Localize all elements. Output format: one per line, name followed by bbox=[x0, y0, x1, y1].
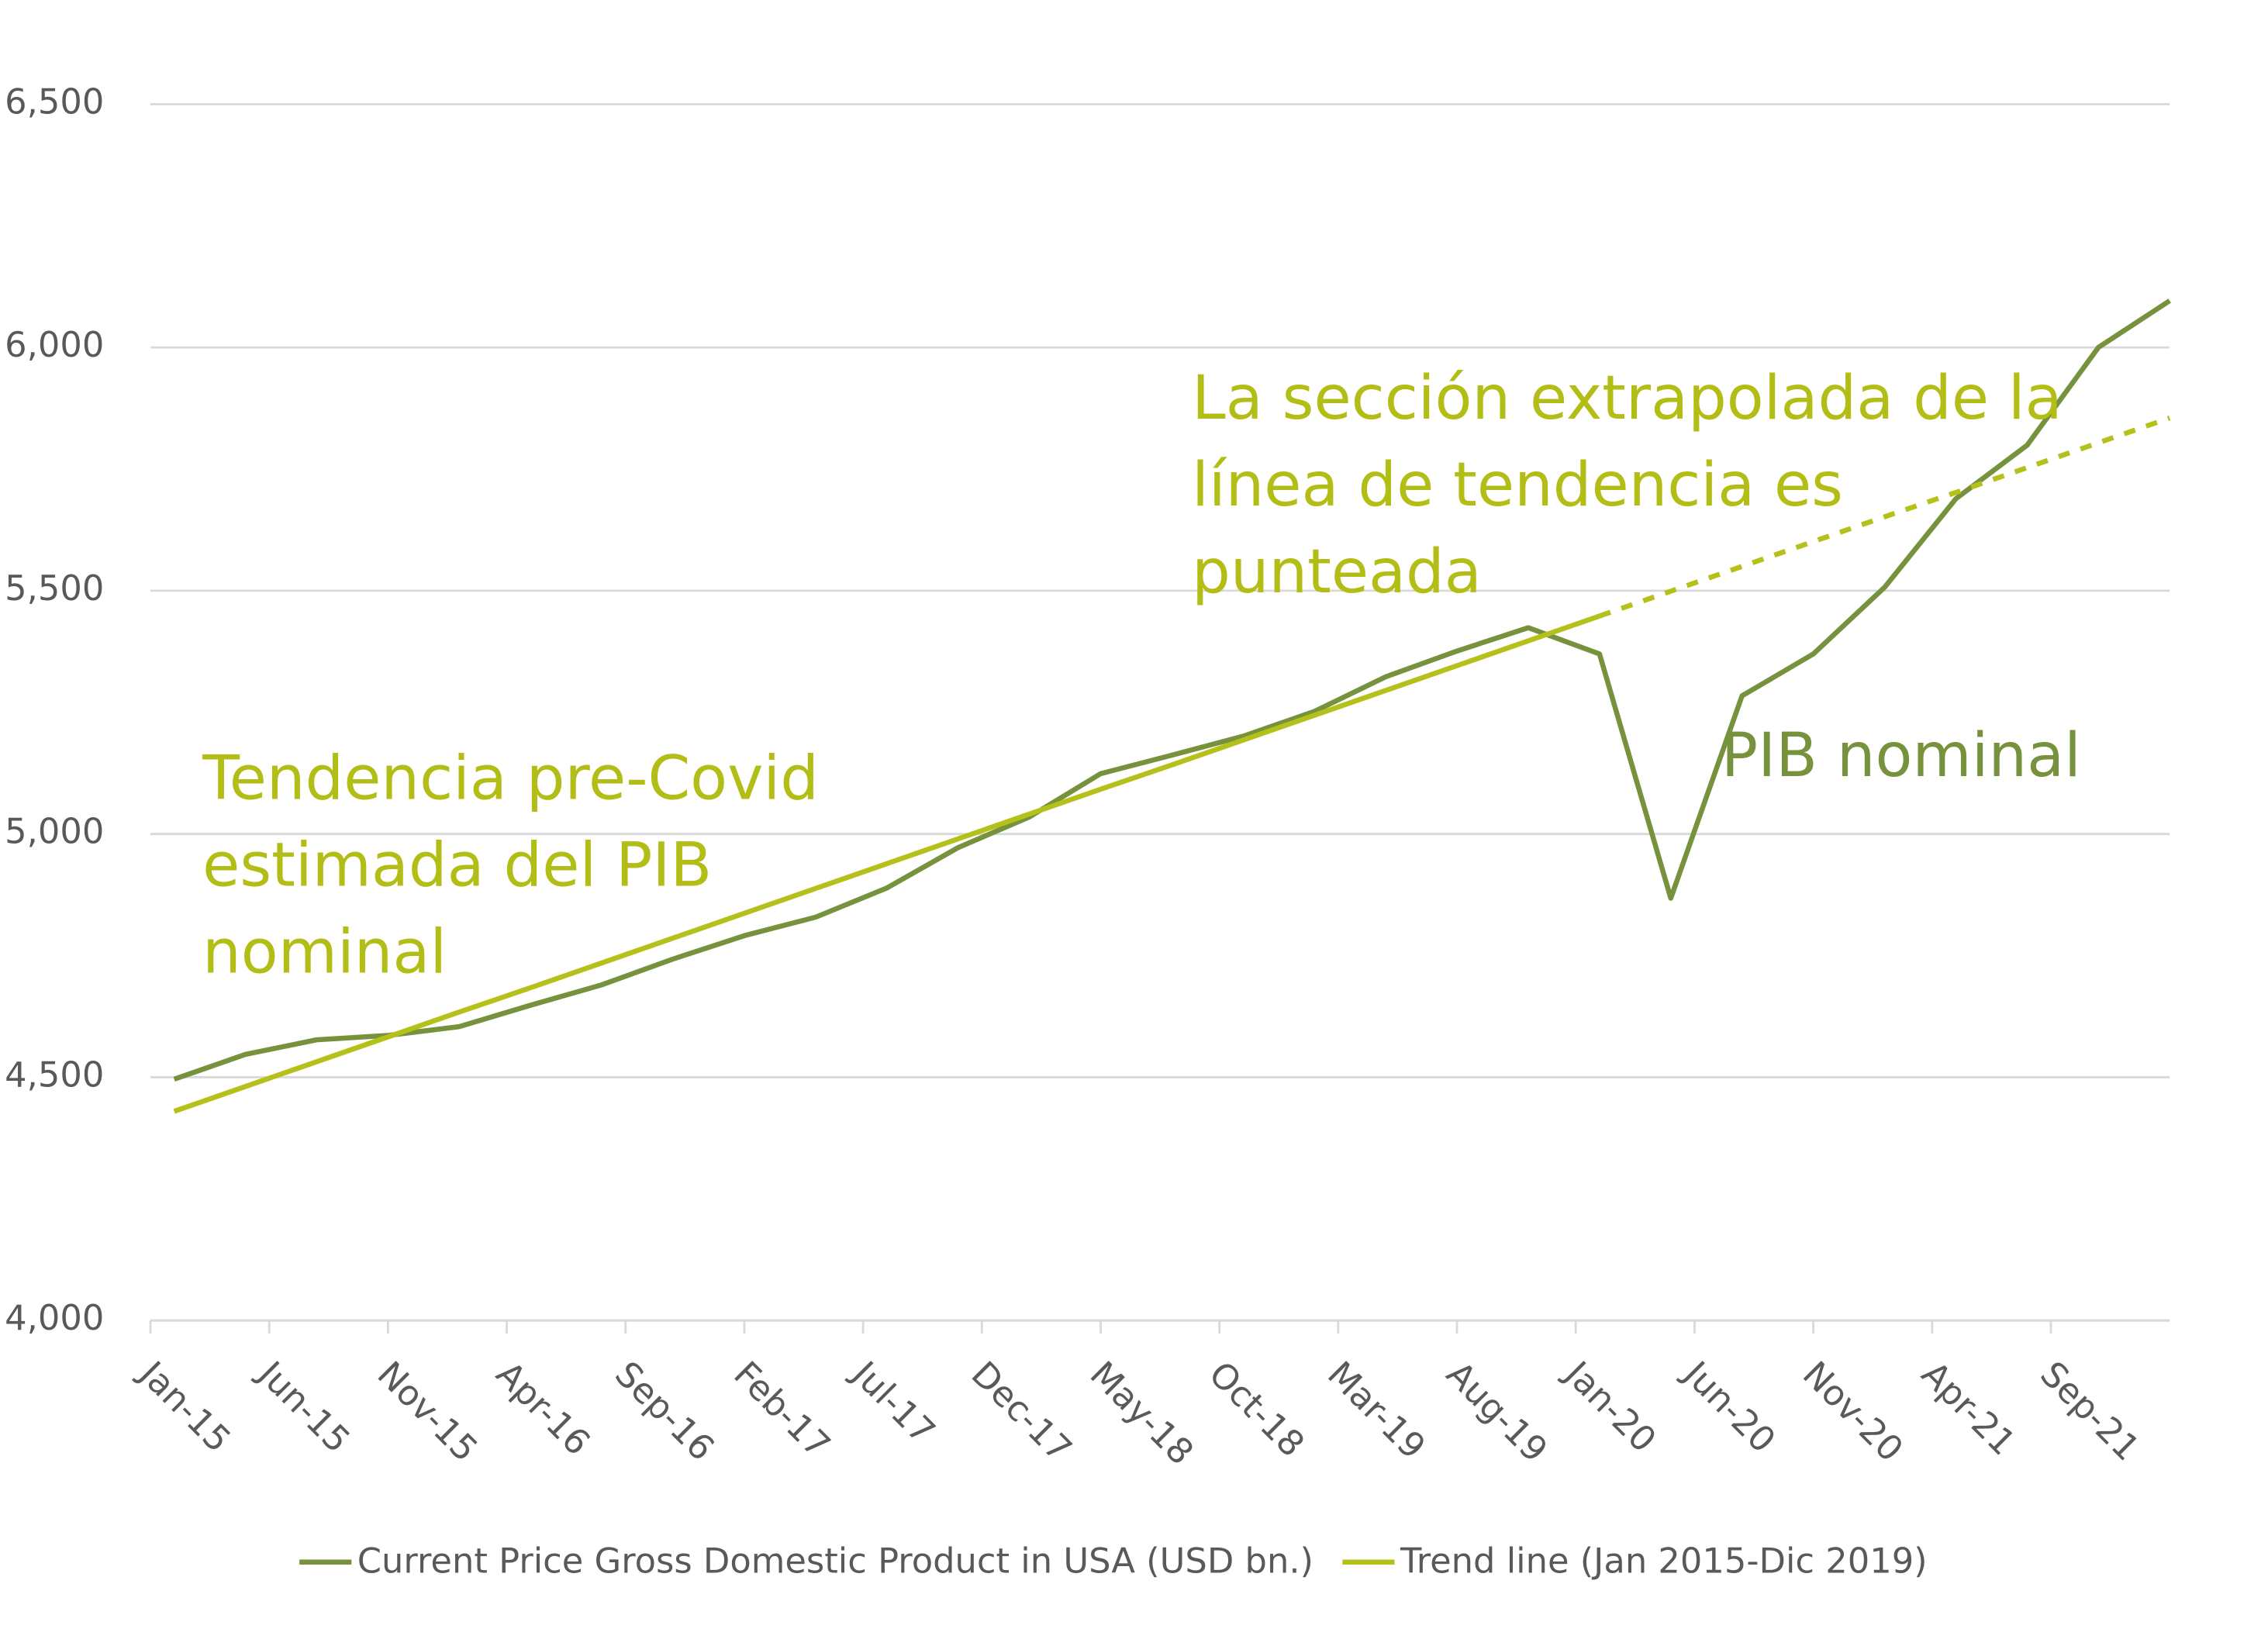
y-tick-label: 5,500 bbox=[5, 568, 104, 609]
y-tick-label: 4,500 bbox=[5, 1054, 104, 1095]
x-tick-label: Sep-16 bbox=[607, 1353, 723, 1468]
x-tick-label: May-18 bbox=[1082, 1353, 1202, 1472]
series-line bbox=[173, 613, 1600, 1114]
annotation: nominal bbox=[202, 917, 447, 988]
x-tick-label: Mar-19 bbox=[1320, 1353, 1434, 1467]
trend-line-extrapolated bbox=[1598, 416, 2171, 619]
annotation: Tendencia pre-Covid bbox=[202, 744, 819, 814]
series-line bbox=[173, 298, 2171, 1082]
x-tick-label: Dec-17 bbox=[964, 1353, 1080, 1469]
annotation: estimada del PIB bbox=[202, 830, 712, 901]
x-tick-label: Apr-16 bbox=[488, 1353, 599, 1463]
legend: Current Price Gross Domestic Product in … bbox=[299, 1541, 1928, 1582]
y-tick-label: 6,500 bbox=[5, 81, 104, 122]
x-tick-label: Oct-18 bbox=[1201, 1353, 1313, 1465]
x-tick-label: Feb-17 bbox=[726, 1353, 838, 1465]
x-tick-label: Nov-20 bbox=[1795, 1353, 1911, 1469]
y-tick-label: 6,000 bbox=[5, 324, 104, 365]
x-tick-label: Nov-15 bbox=[370, 1353, 486, 1469]
x-tick-label: Apr-21 bbox=[1914, 1353, 2024, 1463]
x-tick-label: Jun-20 bbox=[1675, 1351, 1784, 1461]
x-tick-label: Jul-17 bbox=[843, 1351, 943, 1451]
x-tick-label: Aug-19 bbox=[1438, 1353, 1555, 1470]
annotation: La sección extrapolada de la bbox=[1192, 363, 2063, 433]
legend-label: Trend line (Jan 2015-Dic 2019) bbox=[1400, 1541, 1928, 1582]
annotation: punteada bbox=[1192, 537, 1482, 607]
annotation: PIB nominal bbox=[1721, 720, 2081, 791]
x-tick-label: Jan-15 bbox=[130, 1351, 239, 1460]
x-tick-label: Sep-21 bbox=[2032, 1353, 2148, 1468]
legend-label: Current Price Gross Domestic Product in … bbox=[357, 1541, 1314, 1582]
y-tick-label: 5,000 bbox=[5, 811, 104, 852]
x-tick-label: Jan-20 bbox=[1555, 1351, 1664, 1460]
x-tick-label: Jun-15 bbox=[249, 1351, 358, 1461]
y-tick-label: 4,000 bbox=[5, 1297, 104, 1338]
annotation: línea de tendencia es bbox=[1192, 450, 1843, 520]
